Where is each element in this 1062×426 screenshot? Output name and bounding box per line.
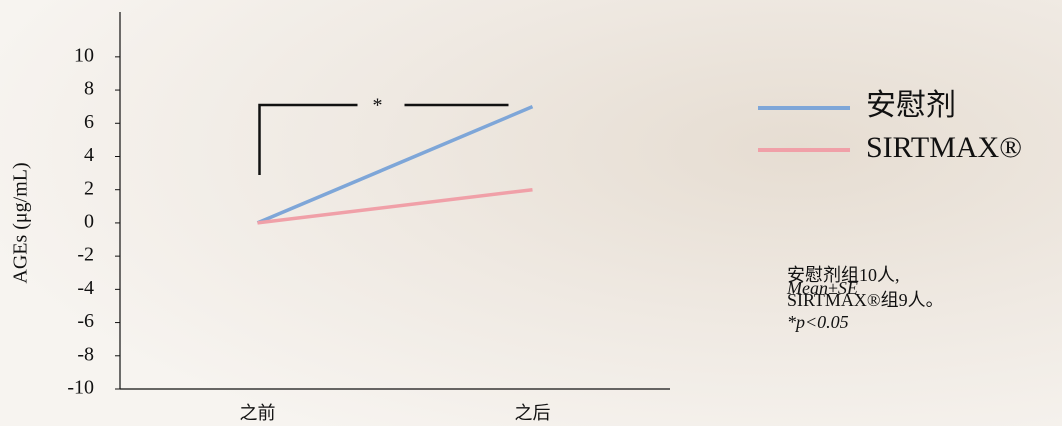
stat: *p<0.05 — [787, 312, 849, 332]
legend-label: 安慰剂 — [866, 89, 956, 122]
y-tick-label: -6 — [77, 310, 94, 332]
y-tick-label: 10 — [74, 44, 94, 66]
y-tick-label: -8 — [77, 343, 94, 365]
stat: Mean±SE — [786, 278, 858, 298]
note: SIRTMAX®组9人。 — [787, 290, 944, 310]
significance-mark: * — [373, 95, 383, 117]
x-tick-label: 之前 — [240, 403, 276, 423]
y-tick-label: 4 — [84, 144, 94, 166]
significance-bracket — [258, 103, 509, 175]
x-tick-label: 之后 — [515, 403, 551, 423]
y-tick-label: 6 — [84, 111, 94, 133]
legend-label: SIRTMAX® — [866, 131, 1022, 164]
y-tick-label: -2 — [77, 244, 94, 266]
note: 安慰剂组10人, — [787, 265, 900, 285]
y-tick-label: 0 — [84, 211, 94, 233]
y-tick-label: -10 — [67, 377, 94, 399]
line — [256, 105, 534, 225]
y-tick-label: -4 — [77, 277, 94, 299]
y-tick-label: 2 — [84, 177, 94, 199]
line — [257, 187, 533, 225]
y-tick-label: 8 — [84, 78, 94, 100]
y-axis-label: AGEs (μg/mL) — [10, 162, 32, 283]
